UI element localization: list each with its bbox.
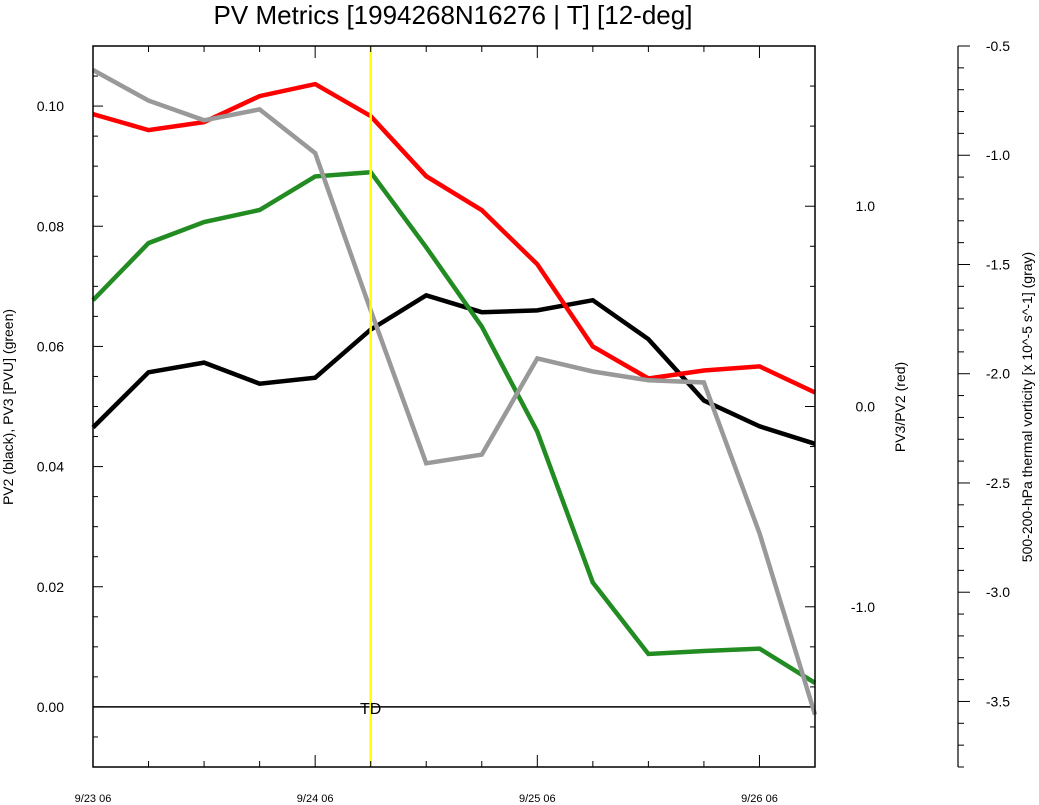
far-right-tick-label: -3.0 — [986, 584, 1010, 600]
plot-frame — [92, 45, 816, 768]
x-tick-label: 9/24 06 — [297, 793, 334, 805]
right-axis-label: PV3/PV2 (red) — [892, 362, 908, 452]
right-tick-label: 1.0 — [856, 198, 876, 214]
left-tick-label: 0.08 — [37, 218, 64, 234]
x-tick-label: 9/25 06 — [519, 793, 556, 805]
left-tick-label: 0.10 — [37, 98, 64, 114]
left-tick-label: 0.02 — [37, 579, 64, 595]
far-right-tick-label: -2.0 — [986, 366, 1010, 382]
series-line-2 — [92, 81, 816, 395]
series-layer: TD — [91, 46, 818, 767]
left-axis-label: PV2 (black), PV3 [PVU] (green) — [0, 309, 16, 505]
far-right-tick-label: -2.5 — [986, 475, 1010, 491]
series-line-3 — [91, 68, 818, 716]
left-tick-label: 0.00 — [37, 699, 64, 715]
far-right-tick-label: -1.5 — [986, 256, 1010, 272]
chart-title: PV Metrics [1994268N16276 | T] [12-deg] — [214, 0, 693, 30]
x-tick-label: 9/23 06 — [75, 793, 112, 805]
far-right-axis-label: 500-200-hPa thermal vorticity [x 10^-5 s… — [1019, 252, 1035, 562]
left-tick-label: 0.04 — [37, 459, 64, 475]
right-tick-label: 0.0 — [856, 399, 876, 415]
annotation-label: TD — [360, 701, 381, 718]
far-right-tick-label: -3.5 — [986, 693, 1010, 709]
axes-layer: 0.00 0.02 0.04 0.06 0.08 0.10 -1.0 0.0 1.0 -3.5 -3… — [37, 38, 1010, 805]
x-tick-label: 9/26 06 — [741, 793, 778, 805]
right-tick-label: -1.0 — [851, 599, 875, 615]
series-line-0 — [91, 292, 816, 446]
far-right-tick-label: -1.0 — [986, 147, 1010, 163]
left-tick-label: 0.06 — [37, 338, 64, 354]
series-line-1 — [91, 169, 817, 685]
far-right-tick-label: -0.5 — [986, 38, 1010, 54]
